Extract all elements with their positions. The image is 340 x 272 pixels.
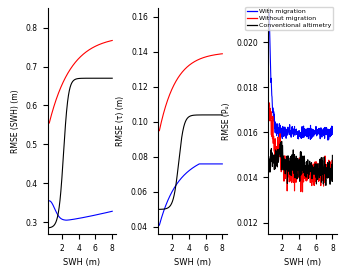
Legend: With migration, Without migration, Conventional altimetry: With migration, Without migration, Conve… [245,7,334,30]
X-axis label: SWH (m): SWH (m) [173,258,211,267]
Y-axis label: RMSE (Pᵤ): RMSE (Pᵤ) [222,102,231,140]
X-axis label: SWH (m): SWH (m) [64,258,101,267]
Y-axis label: RMSE (SWH) (m): RMSE (SWH) (m) [11,89,20,153]
Y-axis label: RMSE (τ) (m): RMSE (τ) (m) [116,96,125,146]
X-axis label: SWH (m): SWH (m) [284,258,321,267]
